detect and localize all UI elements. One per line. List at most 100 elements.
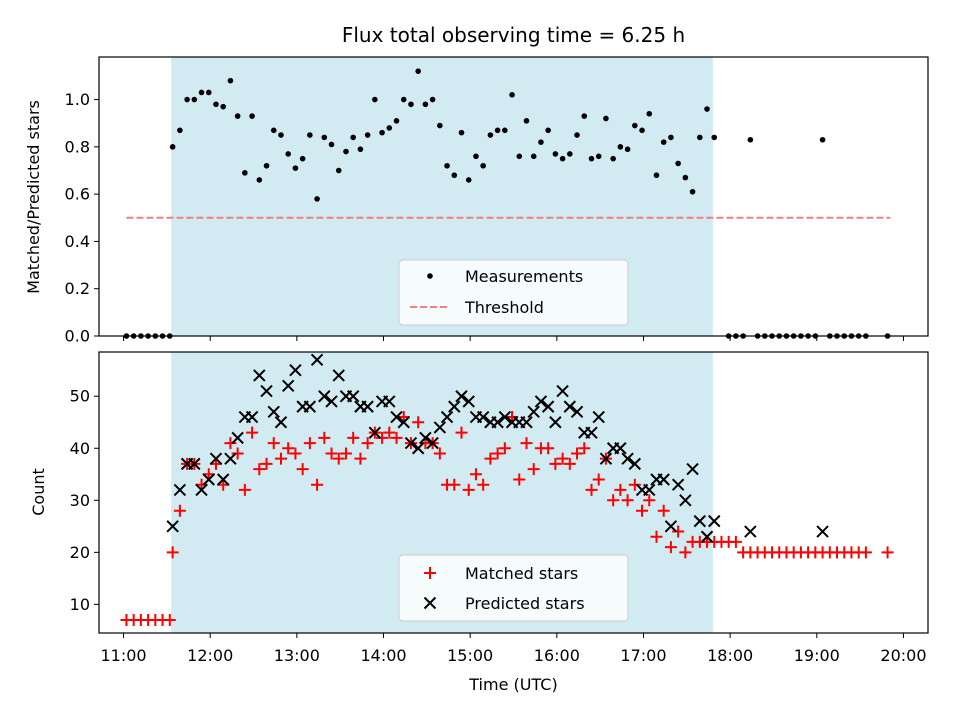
measurement-point — [336, 168, 342, 174]
measurement-point — [495, 127, 501, 133]
measurement-point — [307, 132, 313, 138]
y-tick-label: 40 — [70, 439, 90, 458]
measurement-point — [625, 146, 631, 152]
top-y-axis-title: Matched/Predicted stars — [24, 100, 43, 294]
measurement-point — [192, 97, 198, 103]
x-tick-label: 16:00 — [534, 646, 580, 665]
measurement-point — [358, 146, 364, 152]
measurement-point — [329, 142, 335, 148]
measurement-point — [632, 123, 638, 129]
measurement-point — [415, 68, 421, 74]
x-tick-label: 14:00 — [360, 646, 406, 665]
measurement-point — [293, 165, 299, 171]
measurement-point — [278, 132, 284, 138]
y-tick-label: 0.0 — [65, 327, 90, 346]
legend-label-threshold: Threshold — [464, 298, 544, 317]
measurement-point — [697, 135, 703, 141]
measurement-point — [748, 137, 754, 143]
y-tick-label: 30 — [70, 491, 90, 510]
measurement-point — [401, 97, 407, 103]
measurement-point — [516, 154, 522, 160]
y-tick-label: 20 — [70, 543, 90, 562]
measurement-point — [711, 135, 717, 141]
legend-label-measurements: Measurements — [465, 267, 583, 286]
measurement-point — [177, 127, 183, 133]
chart-title: Flux total observing time = 6.25 h — [342, 23, 685, 47]
measurement-point — [618, 144, 624, 150]
measurement-point — [502, 127, 508, 133]
measurement-point — [249, 113, 255, 119]
measurement-point — [350, 135, 356, 141]
measurement-point — [820, 137, 826, 143]
y-tick-label: 0.2 — [65, 279, 90, 298]
measurement-point — [228, 78, 234, 84]
measurement-point — [206, 90, 212, 96]
measurement-point — [675, 161, 681, 167]
top-legend: Measurements Threshold — [399, 260, 628, 325]
measurement-point — [581, 113, 587, 119]
measurement-point — [271, 127, 277, 133]
measurement-point — [372, 97, 378, 103]
measurement-point — [553, 151, 559, 157]
measurement-point — [430, 97, 436, 103]
measurement-point — [459, 130, 465, 136]
measurement-point — [639, 127, 645, 133]
measurement-point — [408, 101, 414, 107]
measurement-point — [379, 130, 385, 136]
y-tick-label: 10 — [70, 595, 90, 614]
measurement-point — [466, 177, 472, 183]
x-tick-label: 15:00 — [447, 646, 493, 665]
predicted-stars-point — [745, 526, 756, 537]
matched-stars-point — [860, 546, 872, 558]
measurement-point — [589, 156, 595, 162]
bottom-legend: Matched stars Predicted stars — [399, 555, 628, 621]
measurement-point — [574, 132, 580, 138]
matched-stars-point — [730, 536, 742, 548]
measurement-point — [610, 156, 616, 162]
measurement-point — [343, 149, 349, 155]
measurement-point — [257, 177, 263, 183]
measurement-point — [444, 163, 450, 169]
measurement-point — [365, 132, 371, 138]
measurement-point — [603, 116, 609, 122]
measurement-point — [199, 90, 205, 96]
x-tick-label: 19:00 — [794, 646, 840, 665]
measurement-point — [668, 135, 674, 141]
legend-label-predicted-stars: Predicted stars — [465, 594, 585, 613]
measurement-point — [386, 125, 392, 131]
measurement-point — [480, 163, 486, 169]
measurement-point — [683, 175, 689, 181]
x-tick-label: 13:00 — [274, 646, 320, 665]
measurement-point — [264, 163, 270, 169]
measurement-point — [314, 196, 320, 202]
measurement-point — [690, 189, 696, 195]
figure: Flux total observing time = 6.25 h 0.0 0.… — [0, 0, 960, 720]
measurement-point — [220, 104, 226, 110]
measurement-point — [661, 139, 667, 145]
measurement-point — [538, 139, 544, 145]
measurement-point — [654, 172, 660, 178]
measurement-point — [394, 118, 400, 124]
measurement-point — [704, 106, 710, 112]
measurement-point — [531, 154, 537, 160]
y-tick-label: 0.8 — [65, 137, 90, 156]
measurement-point — [322, 135, 328, 141]
measurement-point — [560, 156, 566, 162]
measurement-point — [596, 154, 602, 160]
measurement-point — [545, 127, 551, 133]
measurement-point — [300, 156, 306, 162]
x-tick-label: 12:00 — [187, 646, 233, 665]
measurement-point — [524, 118, 530, 124]
legend-label-matched-stars: Matched stars — [465, 564, 578, 583]
predicted-stars-point — [817, 526, 828, 537]
x-axis-title: Time (UTC) — [468, 675, 557, 694]
matched-stars-point — [882, 546, 894, 558]
x-tick-label: 17:00 — [620, 646, 666, 665]
measurement-point — [646, 111, 652, 117]
bottom-y-axis-title: Count — [29, 468, 48, 516]
x-tick-label: 20:00 — [880, 646, 926, 665]
measurement-point — [451, 172, 457, 178]
legend-marker-measurements — [427, 273, 433, 279]
measurement-point — [488, 132, 494, 138]
y-tick-label: 50 — [70, 387, 90, 406]
